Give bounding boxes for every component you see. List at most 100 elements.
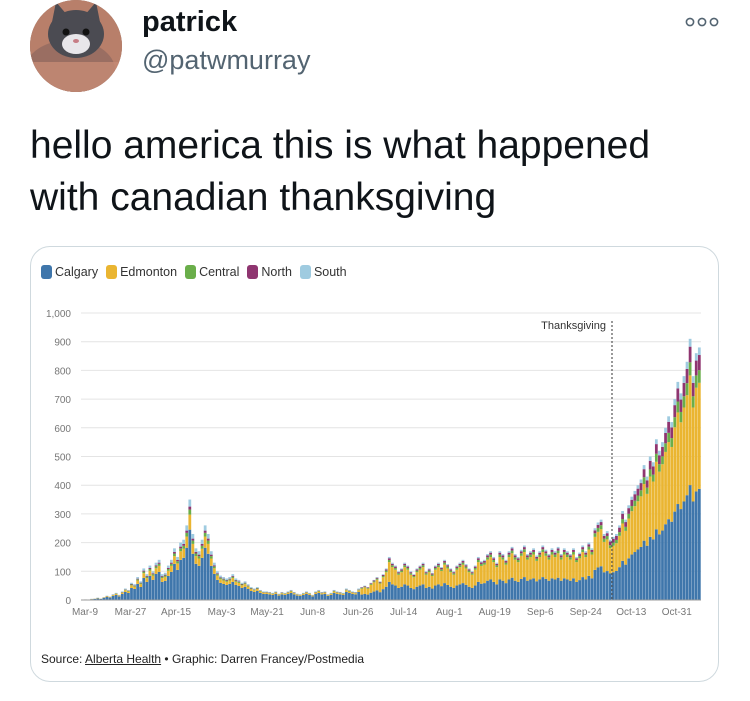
bar-segment-edmonton bbox=[194, 556, 198, 564]
bar-segment-central bbox=[489, 554, 492, 558]
bar-segment-north bbox=[458, 563, 462, 566]
bar-segment-calgary bbox=[522, 577, 526, 600]
bar-segment-calgary bbox=[179, 559, 182, 600]
legend-item-south[interactable]: South bbox=[299, 265, 347, 279]
bar-segment-calgary bbox=[415, 586, 419, 600]
bar-segment-calgary bbox=[163, 580, 167, 600]
source-link[interactable]: Alberta Health bbox=[85, 652, 162, 666]
legend-item-edmonton[interactable]: Edmonton bbox=[106, 265, 177, 279]
bar-segment-calgary bbox=[599, 566, 603, 600]
bar-segment-edmonton bbox=[498, 557, 502, 580]
bar-segment-south bbox=[486, 554, 489, 556]
bar-segment-edmonton bbox=[596, 531, 600, 568]
bar-segment-central bbox=[145, 576, 149, 579]
bar-segment-edmonton bbox=[139, 584, 143, 587]
user-handle[interactable]: @patwmurray bbox=[142, 45, 311, 75]
bar-segment-south bbox=[470, 571, 474, 573]
bar-segment-south bbox=[562, 548, 566, 550]
bar-segment-south bbox=[621, 511, 624, 514]
bar-segment-north bbox=[529, 552, 532, 555]
bar-segment-calgary bbox=[99, 598, 103, 600]
bar-segment-calgary bbox=[314, 593, 318, 600]
bar-segment-central bbox=[170, 563, 173, 566]
bar-segment-north bbox=[449, 569, 453, 571]
bar-segment-edmonton bbox=[513, 559, 517, 581]
bar-segment-south bbox=[449, 568, 453, 570]
thanksgiving-annotation: Thanksgiving bbox=[541, 320, 606, 332]
bar-segment-edmonton bbox=[335, 592, 339, 594]
bar-segment-edmonton bbox=[332, 591, 336, 593]
bar-segment-south bbox=[544, 549, 548, 552]
bar-segment-central bbox=[243, 583, 247, 585]
bar-segment-north bbox=[464, 565, 468, 567]
bar-segment-calgary bbox=[262, 593, 265, 600]
bar-segment-north bbox=[130, 583, 133, 585]
bar-segment-edmonton bbox=[593, 536, 597, 570]
bar-segment-south bbox=[329, 592, 333, 594]
bar-segment-north bbox=[200, 543, 204, 546]
bar-segment-south bbox=[381, 574, 385, 575]
bar-segment-south bbox=[317, 589, 321, 591]
bar-segment-calgary bbox=[225, 584, 229, 600]
bar-segment-central bbox=[372, 581, 376, 583]
bar-segment-central bbox=[532, 551, 535, 555]
bar-segment-north bbox=[593, 530, 597, 534]
bar-segment-central bbox=[394, 567, 397, 570]
bar-segment-calgary bbox=[203, 547, 207, 600]
bar-segment-edmonton bbox=[673, 427, 677, 512]
legend-item-north[interactable]: North bbox=[247, 265, 292, 279]
bar-segment-calgary bbox=[418, 585, 422, 600]
bar-segment-south bbox=[406, 565, 410, 567]
bar-segment-south bbox=[197, 551, 201, 555]
bar-segment-north bbox=[176, 559, 179, 562]
bar-segment-calgary bbox=[323, 593, 327, 600]
bar-segment-south bbox=[378, 581, 382, 582]
bar-segment-edmonton bbox=[642, 483, 646, 541]
bar-segment-calgary bbox=[176, 569, 179, 600]
bar-segment-central bbox=[630, 505, 634, 512]
bar-segment-calgary bbox=[565, 579, 569, 600]
bar-segment-central bbox=[332, 590, 336, 592]
bar-segment-north bbox=[550, 549, 554, 552]
bar-segment-north bbox=[160, 575, 164, 577]
bar-segment-south bbox=[661, 442, 664, 447]
bar-segment-south bbox=[286, 591, 290, 592]
bar-segment-south bbox=[602, 533, 606, 536]
bar-segment-north bbox=[673, 405, 677, 418]
bar-segment-central bbox=[206, 540, 210, 544]
more-options-button[interactable] bbox=[684, 12, 720, 32]
bar-segment-calgary bbox=[102, 597, 106, 600]
display-name[interactable]: patrick bbox=[142, 6, 238, 38]
bar-segment-calgary bbox=[430, 588, 434, 600]
bar-segment-south bbox=[694, 353, 698, 361]
bar-segment-central bbox=[415, 570, 419, 573]
bar-segment-edmonton bbox=[200, 548, 204, 558]
bar-segment-north bbox=[587, 544, 591, 547]
bar-segment-central bbox=[673, 417, 677, 428]
avatar[interactable] bbox=[30, 0, 122, 92]
bar-segment-south bbox=[228, 577, 232, 579]
bar-segment-central bbox=[572, 551, 575, 555]
bar-segment-calgary bbox=[127, 592, 130, 600]
bar-segment-edmonton bbox=[467, 572, 471, 587]
bar-segment-south bbox=[654, 439, 658, 445]
bar-segment-north bbox=[163, 574, 167, 576]
bar-segment-edmonton bbox=[397, 574, 400, 588]
bar-segment-south bbox=[587, 542, 591, 545]
bar-segment-north bbox=[384, 569, 388, 571]
bar-segment-central bbox=[182, 545, 186, 549]
bar-segment-edmonton bbox=[504, 564, 508, 584]
bar-segment-north bbox=[581, 547, 585, 550]
bar-segment-edmonton bbox=[323, 592, 327, 594]
y-tick-label: 700 bbox=[54, 395, 71, 406]
bar-segment-edmonton bbox=[519, 555, 523, 579]
legend-item-central[interactable]: Central bbox=[185, 265, 239, 279]
bar-segment-edmonton bbox=[694, 387, 698, 492]
bar-segment-edmonton bbox=[697, 382, 701, 489]
bar-segment-south bbox=[691, 376, 695, 383]
x-tick-label: Jun-26 bbox=[343, 607, 374, 618]
bar-segment-south bbox=[492, 556, 496, 559]
legend-item-calgary[interactable]: Calgary bbox=[41, 265, 98, 279]
chart-image[interactable]: Calgary Edmonton Central North South 1,000 90… bbox=[30, 246, 719, 682]
bar-segment-central bbox=[679, 411, 683, 423]
